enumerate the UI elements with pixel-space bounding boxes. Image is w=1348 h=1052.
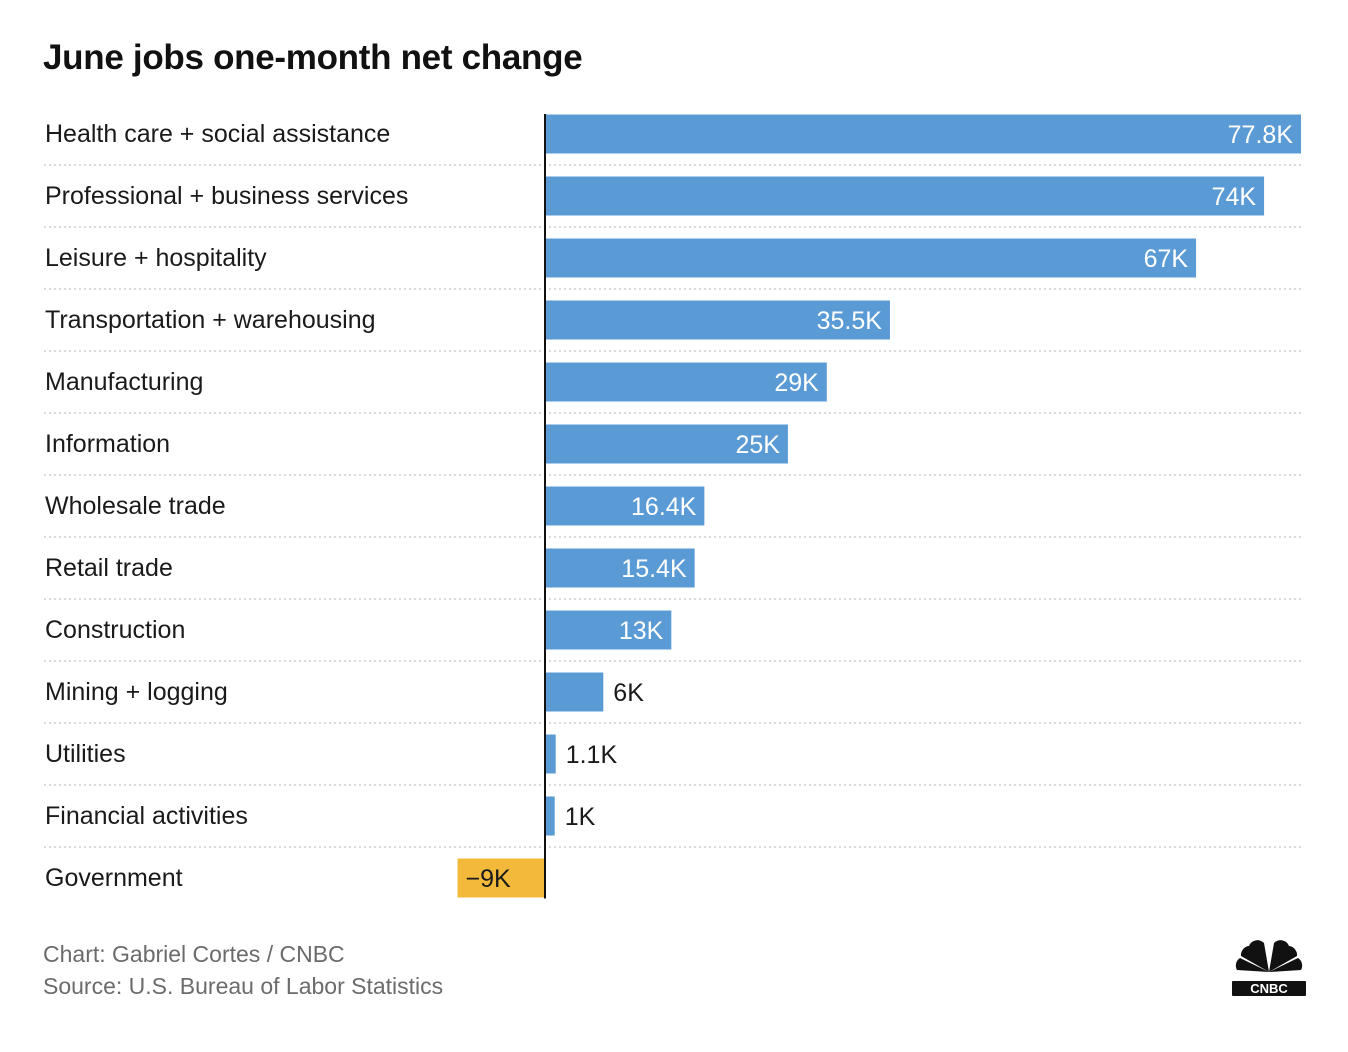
category-label: Manufacturing — [45, 368, 203, 396]
value-label: 35.5K — [817, 307, 883, 335]
value-labels: 77.8K 74K 67K 35.5K 29K 25K 16.4K 15.4K 13K 6K 1.1… — [466, 121, 1294, 893]
value-label: 74K — [1212, 183, 1257, 211]
bar — [545, 672, 604, 712]
value-label: −9K — [466, 865, 512, 893]
category-label: Mining + logging — [45, 678, 228, 706]
category-label: Transportation + warehousing — [45, 306, 376, 334]
category-label: Health care + social assistance — [45, 120, 390, 148]
value-label: 29K — [774, 369, 819, 397]
bar — [545, 114, 1301, 154]
bar — [545, 238, 1197, 278]
value-label: 67K — [1144, 245, 1189, 273]
category-label: Information — [45, 430, 170, 458]
chart-source: Source: U.S. Bureau of Labor Statistics — [43, 973, 444, 999]
category-label: Construction — [45, 616, 185, 644]
category-label: Wholesale trade — [45, 492, 226, 520]
category-labels: Health care + social assistance Professio… — [45, 120, 408, 892]
bar — [545, 610, 672, 650]
bar — [545, 300, 890, 340]
category-label: Financial activities — [45, 802, 248, 830]
value-label: 1K — [565, 803, 596, 831]
value-label: 1.1K — [566, 741, 618, 769]
category-label: Retail trade — [45, 554, 173, 582]
bar — [545, 486, 705, 526]
value-label: 16.4K — [631, 493, 697, 521]
bar — [545, 796, 555, 836]
bars — [457, 114, 1301, 898]
value-label: 6K — [613, 679, 644, 707]
bar — [545, 734, 556, 774]
bar — [545, 362, 827, 402]
value-label: 25K — [735, 431, 780, 459]
bar — [545, 176, 1265, 216]
value-label: 15.4K — [621, 555, 687, 583]
category-label: Leisure + hospitality — [45, 244, 267, 272]
category-label: Utilities — [45, 740, 126, 768]
bar — [545, 424, 788, 464]
value-label: 13K — [619, 617, 664, 645]
value-label: 77.8K — [1228, 121, 1294, 149]
cnbc-peacock-icon: CNBC — [1232, 940, 1306, 996]
bar — [545, 548, 695, 588]
cnbc-logo-text: CNBC — [1250, 981, 1288, 996]
chart-title: June jobs one-month net change — [43, 38, 583, 77]
category-label: Government — [45, 864, 183, 892]
chart-footer: Chart: Gabriel Cortes / CNBC Source: U.S… — [43, 938, 443, 1002]
bar — [457, 858, 545, 898]
chart-credit: Chart: Gabriel Cortes / CNBC — [43, 941, 345, 967]
category-label: Professional + business services — [45, 182, 408, 210]
